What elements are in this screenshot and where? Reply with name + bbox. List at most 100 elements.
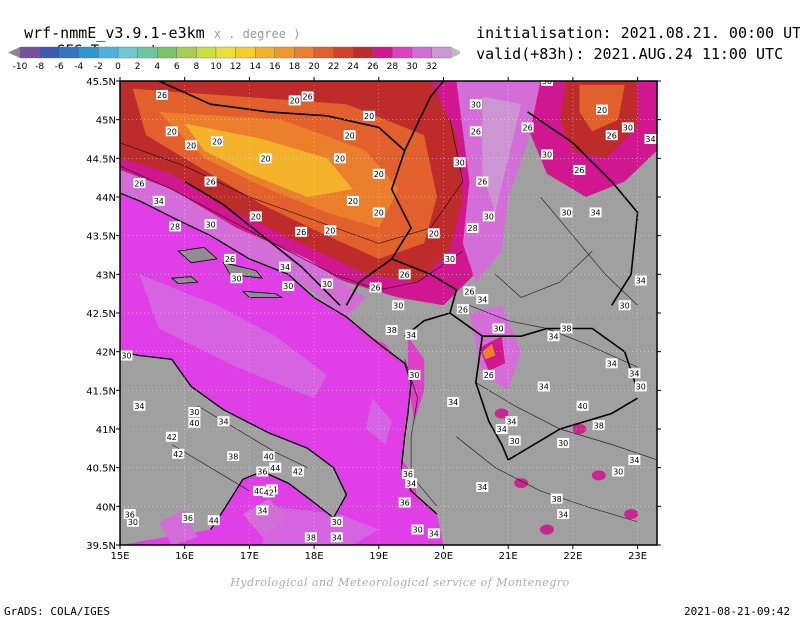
contour-label-text: 26 [523,124,533,133]
contour-value-label: 20 [372,168,385,179]
contour-label-text: 20 [167,127,177,136]
contour-value-label: 30 [508,435,521,446]
map-frame [119,80,658,546]
contour-label-text: 26 [484,371,494,380]
contour-label-text: 30 [510,437,520,446]
contour-label-bg [185,140,198,151]
legend-tick-label: 4 [154,62,160,72]
contour-value-label: 44 [269,462,282,473]
lat-label: 41.5N [86,386,116,397]
contour-label-bg [262,451,275,462]
contour-label-bg [541,149,554,160]
lat-label: 44N [96,193,116,204]
temperature-zone [120,81,463,283]
contour-label-text: 42 [293,468,303,477]
country-border [507,397,639,461]
contour-label-bg [476,482,489,492]
contour-label-text: 44 [270,464,280,473]
contour-label-text: 20 [212,138,222,147]
contour-line [456,436,638,523]
contour-label-text: 20 [251,213,261,222]
lat-label: 44.5N [86,154,116,165]
contour-label-text: 26 [303,93,313,102]
lon-label: 20E [434,551,453,562]
contour-value-label: 20 [427,228,440,239]
lon-label: 21E [499,551,518,562]
contour-label-bg [204,219,217,230]
island [222,262,264,279]
contour-label-bg [278,261,291,272]
contour-label-text: 20 [597,106,607,115]
contour-label-text: 38 [306,533,316,542]
legend-swatch [254,46,275,59]
contour-label-bg [398,269,411,280]
contour-value-label: 30 [541,81,554,86]
init-value: 2021.08.21. 00:00 UTC [620,24,800,42]
init-label: initialisation: [476,24,612,42]
contour-value-label: 38 [304,532,317,542]
contour-label-bg [165,431,178,442]
contour-value-label: 26 [463,286,476,297]
legend-tick-label: 2 [135,62,141,72]
legend-swatch [117,46,138,59]
contour-value-label: 26 [204,176,217,187]
contour-label-bg [282,280,295,291]
contour-label-text: 38 [561,325,571,334]
contour-value-label: 34 [405,329,418,340]
contour-label-text: 34 [154,197,164,206]
contour-label-bg [492,323,505,334]
contour-value-label: 36 [181,512,194,523]
contour-value-label: 30 [557,437,570,448]
contour-value-label: 28 [168,221,181,232]
contour-label-bg [589,207,602,218]
contour-value-label: 40 [262,451,275,462]
contour-label-bg [463,286,476,297]
contour-value-label: 30 [453,157,466,168]
contour-value-label: 34 [405,478,418,488]
lon-label: 22E [563,551,582,562]
legend-tick-label: 30 [406,62,418,72]
contour-label-bg [573,164,586,175]
init-line: initialisation: 2021.08.21. 00:00 UTC [458,6,800,42]
contour-label-bg [152,195,165,206]
contour-label-text: 20 [364,112,374,121]
contour-label-text: 30 [121,352,131,361]
contour-value-label: 34 [447,396,460,407]
contour-value-label: 20 [343,130,356,140]
contour-label-text: 20 [325,226,335,235]
legend-swatch [176,46,197,59]
country-border [449,312,548,338]
timestamp-label: 2021-08-21-09:42 [684,605,790,618]
contour-label-bg [557,509,570,520]
contour-line [475,382,657,461]
contour-value-label: 30 [492,323,505,334]
contour-value-label: 38 [560,323,573,334]
lat-label: 41N [96,425,116,436]
contour-value-label: 26 [301,91,314,102]
contour-label-text: 20 [374,170,384,179]
contour-label-text: 40 [264,452,274,461]
contour-label-bg [547,331,560,342]
legend-swatch [313,46,334,59]
country-border [158,81,406,152]
contour-label-text: 30 [409,371,419,380]
contour-label-bg [605,130,618,141]
contour-line [495,250,593,298]
legend-swatch [59,46,80,59]
contour-label-text: 26 [607,131,617,140]
legend-tick-label: 16 [269,62,281,72]
legend-tick-label: 26 [367,62,379,72]
legend-swatch [78,46,99,59]
contour-line [540,196,638,306]
temperature-zone [120,169,366,317]
contour-label-bg [453,157,466,168]
contour-value-label: 26 [156,89,169,100]
contour-label-text: 42 [264,489,274,498]
contour-label-bg [505,416,518,427]
contour-label-bg [427,228,440,239]
contour-value-label: 34 [256,505,269,515]
legend-swatch [196,46,217,59]
contour-label-text: 38 [552,495,562,504]
contour-value-label: 30 [120,350,133,361]
contour-label-bg [369,282,382,293]
